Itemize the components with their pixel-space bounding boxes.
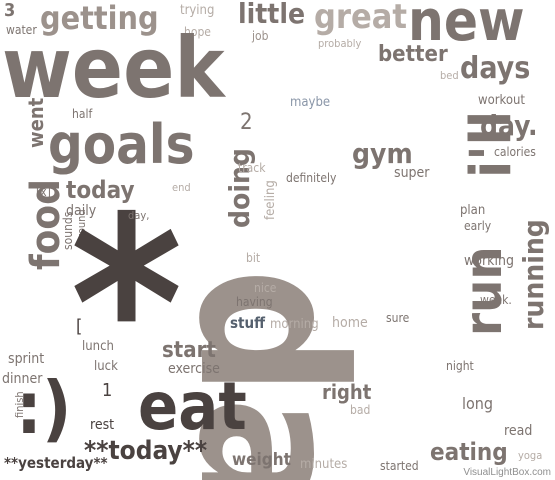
word-getting: getting <box>40 0 159 37</box>
word-track: track <box>238 161 266 175</box>
word-exercise: exercise <box>168 361 220 377</box>
word-nice: nice <box>254 281 277 295</box>
word-x: [x] <box>36 185 51 199</box>
word-gym: gym <box>352 137 413 170</box>
word-probably: probably <box>318 37 362 50</box>
word-goal: goal <box>322 230 379 260</box>
word-great: great <box>314 0 408 37</box>
word-right: right <box>322 380 372 404</box>
word-symbol: :) <box>16 366 72 450</box>
word-working: working <box>464 253 514 269</box>
word-eat: eat <box>138 368 247 445</box>
word-read: read <box>504 423 533 439</box>
word-yesterday: **yesterday** <box>4 454 108 472</box>
word-eating: eating <box>430 438 508 466</box>
word-goals: goals <box>48 113 195 176</box>
word-started: started <box>380 459 419 473</box>
word-minutes: minutes <box>300 457 348 472</box>
word-week: week. <box>480 293 512 307</box>
word-luck: luck <box>94 359 118 374</box>
word-start: start <box>162 338 216 363</box>
word-dinner: dinner <box>2 371 43 387</box>
word-running: running <box>517 219 550 330</box>
word-sure: sure <box>386 311 410 325</box>
word-night: night <box>446 359 474 373</box>
word-today: **today** <box>84 436 208 466</box>
word-symbol: * <box>70 165 183 445</box>
word-workout: workout <box>478 93 525 108</box>
word-half: half <box>72 107 93 121</box>
word-day: day. <box>480 109 538 142</box>
word-lunch: lunch <box>82 339 114 354</box>
word-long: long <box>462 394 494 413</box>
word-home: home <box>332 315 368 331</box>
word-stuff: stuff <box>230 314 266 332</box>
word-sprint: sprint <box>8 351 45 367</box>
word-end: end <box>172 181 191 194</box>
word-water: water <box>6 23 37 37</box>
word-hope: hope <box>184 25 211 39</box>
word-feeling: feeling <box>263 180 278 220</box>
word-calories: calories <box>494 145 536 159</box>
word-days: days <box>460 51 531 86</box>
word-early: early <box>464 219 492 233</box>
word-3: 3 <box>4 0 16 21</box>
word-little: little <box>238 0 306 30</box>
word-having: having <box>236 295 273 309</box>
word-definitely: definitely <box>286 171 337 185</box>
word-morning: morning <box>270 317 319 332</box>
word-plan: plan <box>460 203 486 218</box>
word-job: job <box>252 29 269 43</box>
word-super: super <box>394 165 430 181</box>
word-today: today <box>66 176 135 204</box>
word-day: day, <box>128 209 150 222</box>
word-1: 1 <box>102 380 113 401</box>
word-weight: weight <box>232 450 291 470</box>
word-maybe: maybe <box>290 95 331 110</box>
word-yoga: yoga <box>518 449 543 462</box>
word-bed: bed <box>440 69 459 82</box>
word-symbol: [ <box>76 316 83 337</box>
word-trying: trying <box>180 3 215 18</box>
word-rest: rest <box>90 417 115 433</box>
word-bad: bad <box>350 403 371 417</box>
word-bit: bit <box>246 251 261 265</box>
word-2: 2 <box>240 110 253 135</box>
word-better: better <box>378 42 448 67</box>
word-new: new <box>408 0 525 54</box>
watermark: VisualLightBox.com <box>463 467 551 478</box>
word-week: week <box>2 19 225 117</box>
word-daily: daily <box>66 203 97 219</box>
